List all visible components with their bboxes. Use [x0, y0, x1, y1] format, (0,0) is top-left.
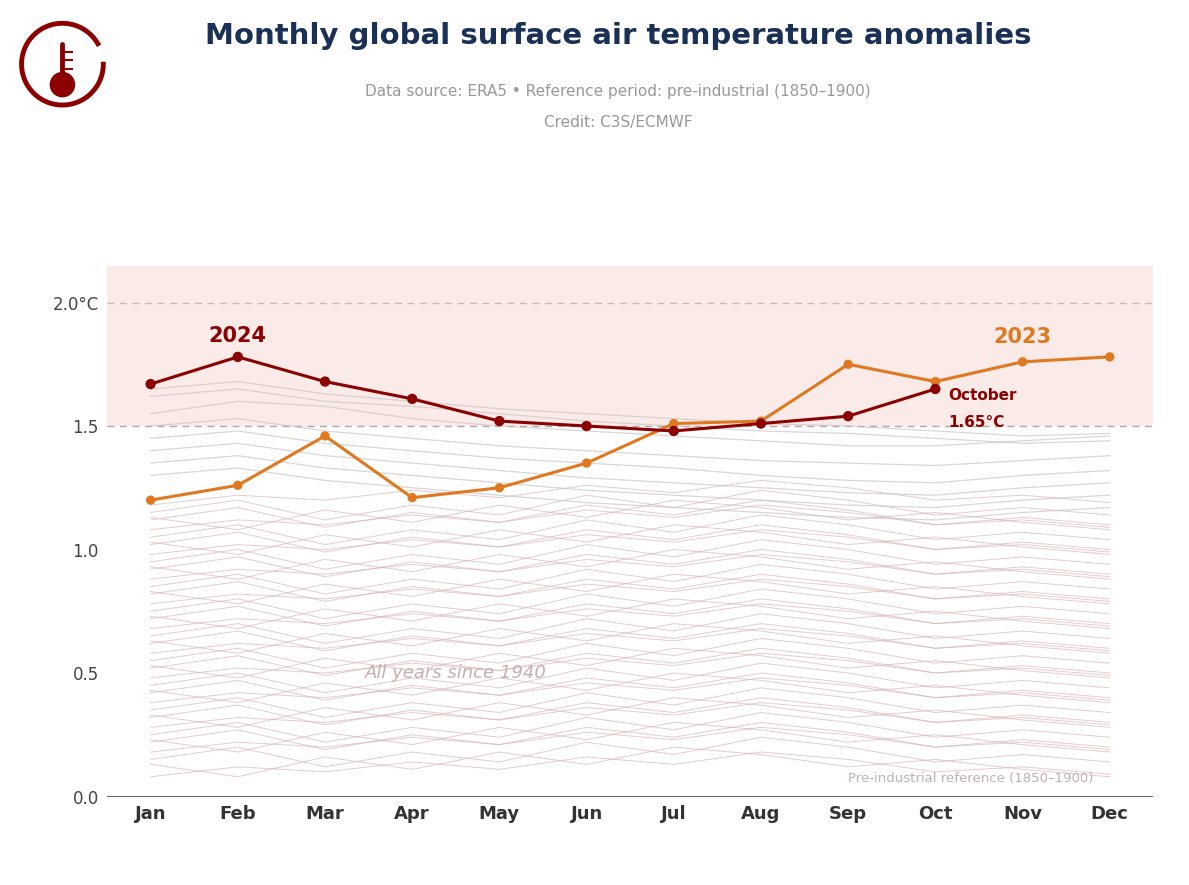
Point [838, 409, 857, 423]
Point [141, 493, 161, 507]
Point [838, 358, 857, 372]
Point [1100, 350, 1119, 364]
Point [1013, 355, 1032, 369]
Text: All years since 1940: All years since 1940 [365, 664, 547, 682]
Point [490, 481, 509, 495]
Text: October: October [949, 388, 1017, 403]
Point [141, 377, 161, 391]
Text: Credit: C3S/ECMWF: Credit: C3S/ECMWF [543, 115, 692, 130]
Point [751, 417, 770, 431]
Point [926, 374, 945, 389]
Point [490, 414, 509, 428]
Point [665, 417, 684, 431]
Text: 2023: 2023 [994, 327, 1051, 347]
Circle shape [50, 73, 75, 96]
Point [403, 392, 422, 406]
Point [577, 419, 596, 433]
Point [315, 429, 334, 443]
Point [751, 414, 770, 428]
Text: 2024: 2024 [209, 326, 266, 346]
Text: Monthly global surface air temperature anomalies: Monthly global surface air temperature a… [205, 22, 1032, 50]
Point [228, 350, 247, 364]
Text: Data source: ERA5 • Reference period: pre-industrial (1850–1900): Data source: ERA5 • Reference period: pr… [365, 84, 872, 99]
Point [926, 382, 945, 396]
Text: 1.65°C: 1.65°C [949, 415, 1005, 430]
Bar [107, 266, 1153, 426]
Point [577, 456, 596, 470]
Text: Pre-industrial reference (1850–1900): Pre-industrial reference (1850–1900) [848, 772, 1094, 785]
Point [403, 490, 422, 504]
Point [315, 374, 334, 389]
Point [665, 424, 684, 438]
Point [228, 478, 247, 492]
